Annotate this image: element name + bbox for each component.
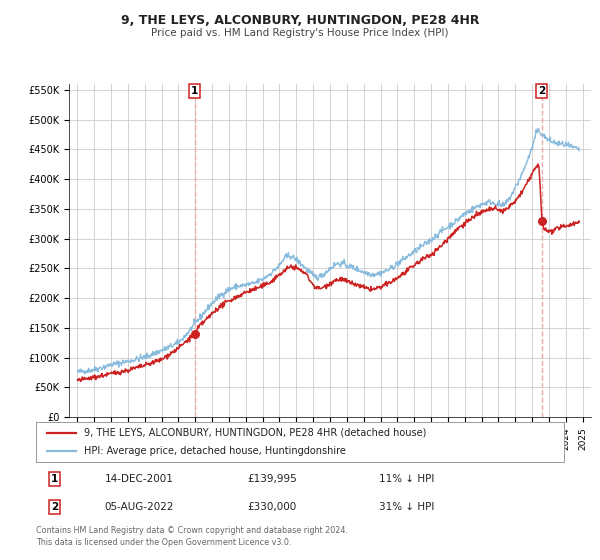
Text: £330,000: £330,000: [247, 502, 296, 512]
Text: Contains HM Land Registry data © Crown copyright and database right 2024.: Contains HM Land Registry data © Crown c…: [36, 526, 348, 535]
Text: HPI: Average price, detached house, Huntingdonshire: HPI: Average price, detached house, Hunt…: [83, 446, 346, 456]
Text: 9, THE LEYS, ALCONBURY, HUNTINGDON, PE28 4HR: 9, THE LEYS, ALCONBURY, HUNTINGDON, PE28…: [121, 14, 479, 27]
Text: Price paid vs. HM Land Registry's House Price Index (HPI): Price paid vs. HM Land Registry's House …: [151, 28, 449, 38]
Text: This data is licensed under the Open Government Licence v3.0.: This data is licensed under the Open Gov…: [36, 538, 292, 547]
Text: 31% ↓ HPI: 31% ↓ HPI: [379, 502, 434, 512]
Text: 1: 1: [51, 474, 58, 484]
Text: 11% ↓ HPI: 11% ↓ HPI: [379, 474, 434, 484]
Text: 05-AUG-2022: 05-AUG-2022: [104, 502, 174, 512]
Text: £139,995: £139,995: [247, 474, 297, 484]
Text: 14-DEC-2001: 14-DEC-2001: [104, 474, 173, 484]
Text: 2: 2: [51, 502, 58, 512]
Text: 9, THE LEYS, ALCONBURY, HUNTINGDON, PE28 4HR (detached house): 9, THE LEYS, ALCONBURY, HUNTINGDON, PE28…: [83, 428, 426, 437]
Text: 2: 2: [538, 86, 545, 96]
Text: 1: 1: [191, 86, 198, 96]
